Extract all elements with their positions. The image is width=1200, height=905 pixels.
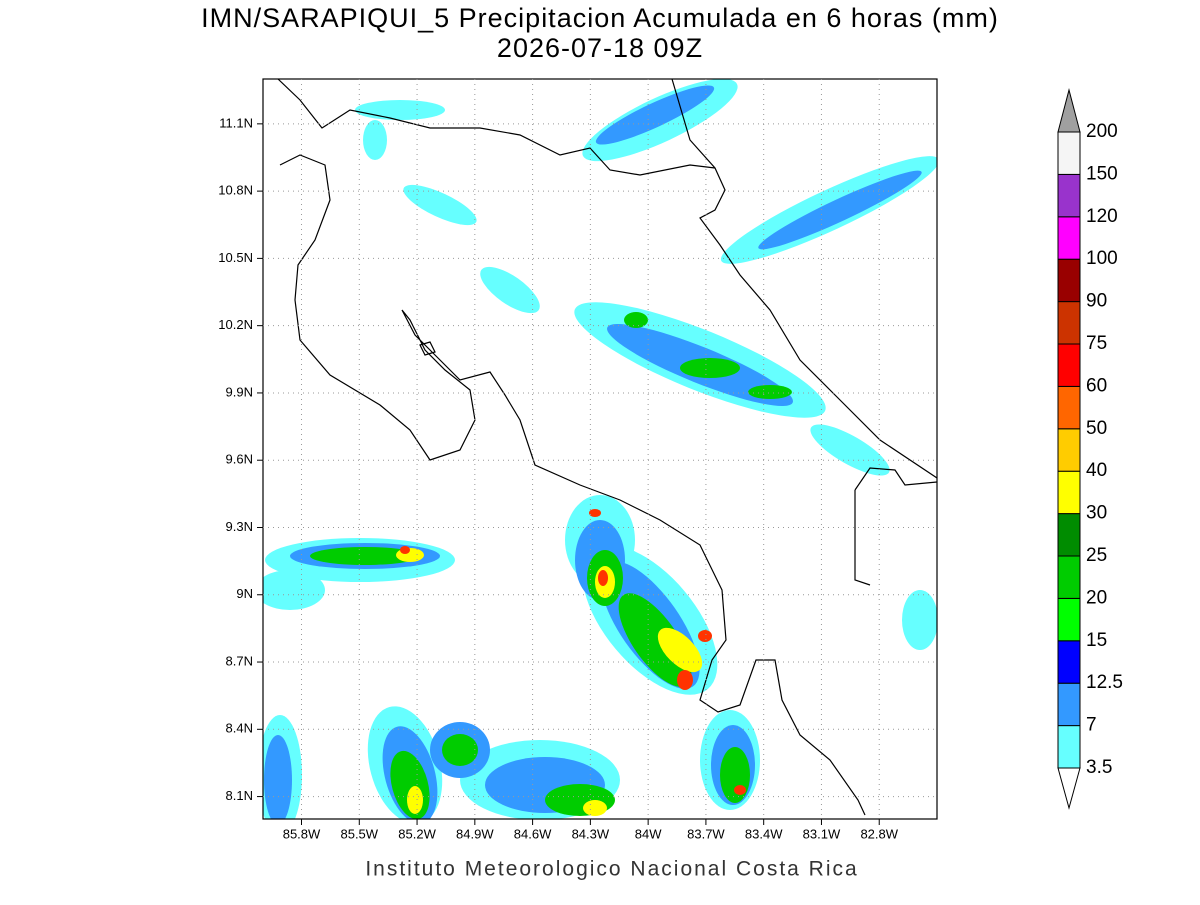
colorbar-label: 150 xyxy=(1086,163,1118,184)
y-tick-label: 9N xyxy=(236,586,253,601)
colorbar-label: 25 xyxy=(1086,545,1107,566)
colorbar-under xyxy=(1057,767,1081,810)
colorbar-box xyxy=(1057,555,1081,599)
colorbar-label: 40 xyxy=(1086,460,1107,481)
y-tick-label: 8.1N xyxy=(226,788,253,803)
colorbar-box xyxy=(1057,216,1081,260)
colorbar-label: 75 xyxy=(1086,333,1107,354)
colorbar-label: 100 xyxy=(1086,248,1118,269)
map-frame xyxy=(262,78,938,820)
map-subtitle: 2026-07-18 09Z xyxy=(497,33,703,63)
colorbar-box xyxy=(1057,258,1081,303)
colorbar-label: 15 xyxy=(1086,630,1107,651)
precip-field xyxy=(263,79,937,819)
x-tick-label: 85.8W xyxy=(283,826,321,841)
colorbar-box xyxy=(1057,682,1081,727)
x-tick-label: 82.8W xyxy=(860,826,898,841)
x-tick-label: 83.1W xyxy=(803,826,841,841)
colorbar-label: 90 xyxy=(1086,291,1107,312)
colorbar-box xyxy=(1057,385,1081,430)
colorbar-label: 120 xyxy=(1086,206,1118,227)
colorbar-label: 20 xyxy=(1086,587,1107,608)
colorbar-label: 3.5 xyxy=(1086,757,1112,778)
colorbar-box xyxy=(1057,301,1081,345)
colorbar-label: 50 xyxy=(1086,418,1107,439)
colorbar-label: 60 xyxy=(1086,375,1107,396)
map-title: IMN/SARAPIQUI_5 Precipitacion Acumulada … xyxy=(201,3,999,33)
colorbar-box xyxy=(1057,640,1081,684)
y-tick-label: 10.2N xyxy=(218,317,253,332)
x-tick-label: 85.2W xyxy=(398,826,436,841)
colorbar-label: 30 xyxy=(1086,503,1107,524)
y-tick-label: 9.9N xyxy=(226,384,253,399)
colorbar-label: 200 xyxy=(1086,121,1118,142)
colorbar-box xyxy=(1057,428,1081,472)
colorbar-label: 7 xyxy=(1086,715,1097,736)
y-tick-label: 8.7N xyxy=(226,653,253,668)
colorbar-over xyxy=(1057,88,1081,133)
x-tick-label: 85.5W xyxy=(340,826,378,841)
colorbar-box xyxy=(1057,725,1081,769)
x-tick-label: 84W xyxy=(635,826,662,841)
y-tick-label: 9.6N xyxy=(226,452,253,467)
y-tick-label: 8.4N xyxy=(226,721,253,736)
x-tick-label: 84.6W xyxy=(514,826,552,841)
colorbar-box xyxy=(1057,470,1081,515)
colorbar-box xyxy=(1057,343,1081,387)
x-tick-label: 84.9W xyxy=(456,826,494,841)
x-tick-label: 84.3W xyxy=(572,826,610,841)
footer: Instituto Meteorologico Nacional Costa R… xyxy=(365,858,858,881)
x-tick-label: 83.4W xyxy=(745,826,783,841)
y-tick-label: 11.1N xyxy=(219,115,253,130)
y-tick-label: 9.3N xyxy=(226,519,253,534)
x-tick-label: 83.7W xyxy=(687,826,725,841)
colorbar-box xyxy=(1057,513,1081,557)
colorbar-label: 12.5 xyxy=(1086,672,1123,693)
colorbar-box xyxy=(1057,173,1081,218)
colorbar-box xyxy=(1057,597,1081,642)
y-tick-label: 10.8N xyxy=(218,183,253,198)
y-tick-label: 10.5N xyxy=(218,250,253,265)
coastlines xyxy=(277,79,937,816)
colorbar-box xyxy=(1057,131,1081,175)
